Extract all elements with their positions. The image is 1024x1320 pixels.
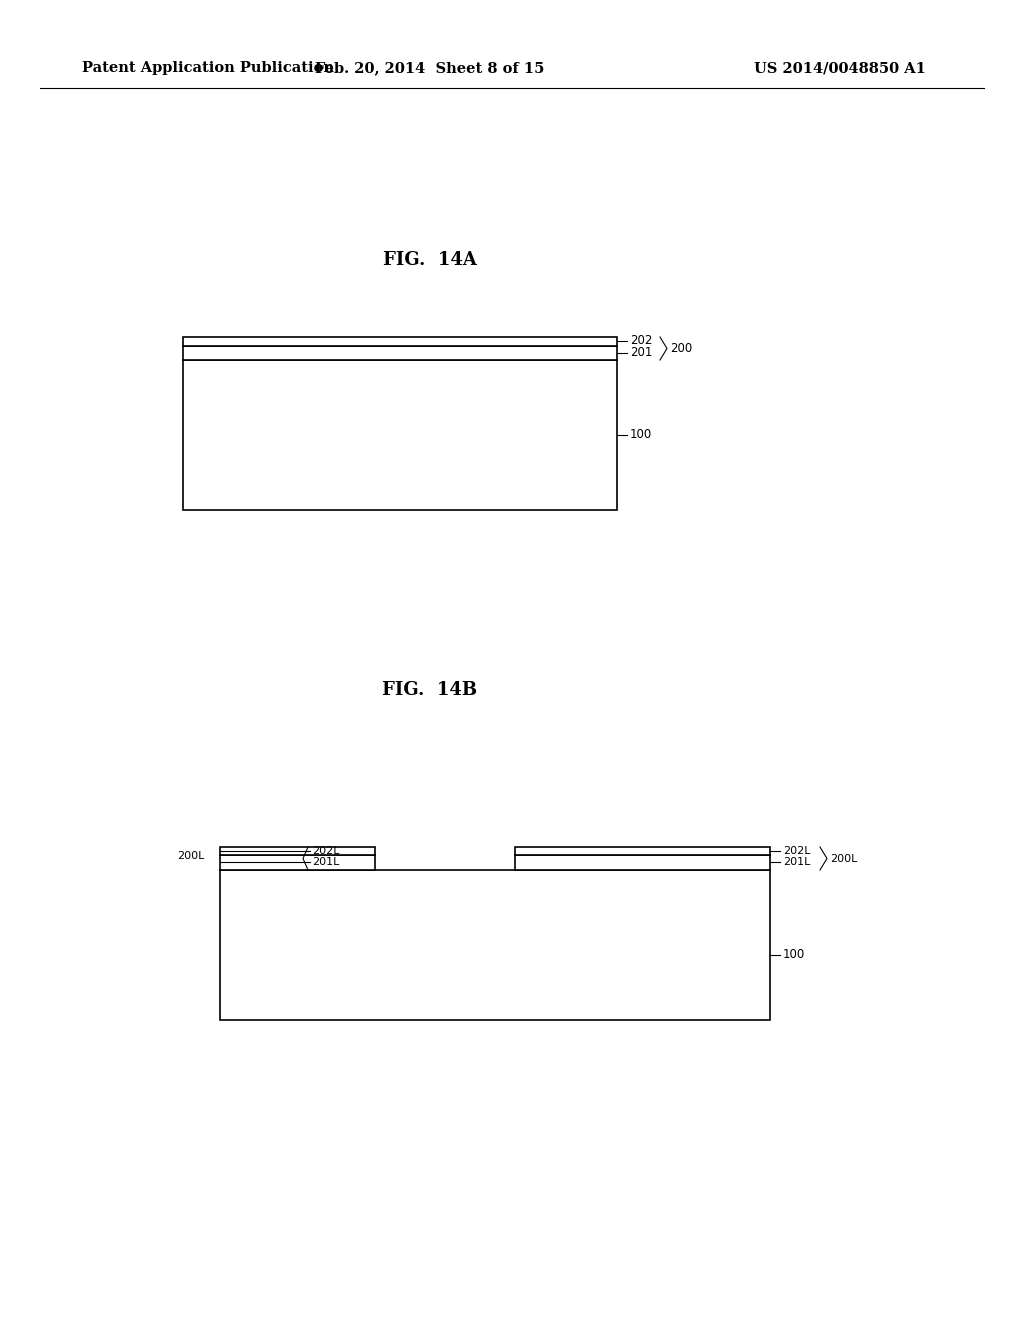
Text: 201L: 201L [312,857,339,867]
Text: 200L: 200L [830,854,857,863]
Text: 200L: 200L [177,851,205,861]
Bar [183,346,617,360]
Text: FIG.  14B: FIG. 14B [382,681,477,700]
Text: 202L: 202L [312,846,340,855]
Bar [515,847,770,855]
Text: 200: 200 [670,342,692,355]
Text: Patent Application Publication: Patent Application Publication [82,61,334,75]
Bar [183,360,617,510]
Text: Feb. 20, 2014  Sheet 8 of 15: Feb. 20, 2014 Sheet 8 of 15 [315,61,545,75]
Bar [515,855,770,870]
Text: US 2014/0048850 A1: US 2014/0048850 A1 [754,61,926,75]
Text: 100: 100 [630,429,652,441]
Text: 202L: 202L [783,846,811,855]
Bar [220,870,770,1020]
Bar [220,847,375,855]
Text: 202: 202 [630,334,652,347]
Text: 100: 100 [783,949,805,961]
Bar [183,337,617,346]
Bar [220,855,375,870]
Text: 201L: 201L [783,857,810,867]
Text: FIG.  14A: FIG. 14A [383,251,477,269]
Text: 201: 201 [630,346,652,359]
